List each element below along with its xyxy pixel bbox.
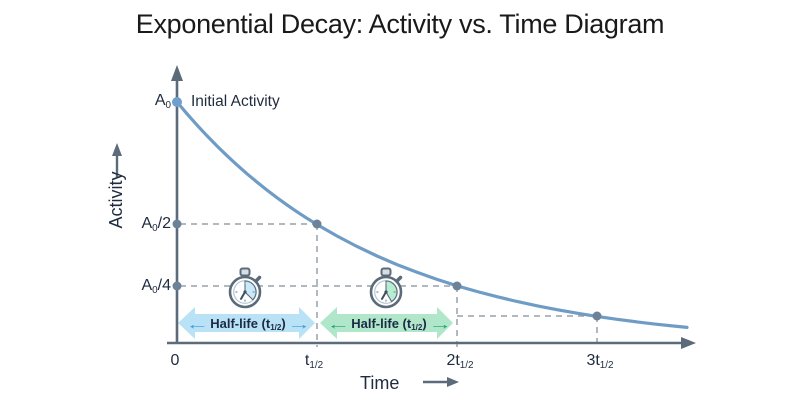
axis-point-a0-2 (172, 219, 182, 229)
initial-activity-label: Initial Activity (191, 93, 280, 110)
y-tick-a0-2: A0/2 (141, 215, 171, 234)
x-tick-2t-half: 2t1/2 (446, 352, 474, 371)
activity-arrow-icon (112, 143, 122, 177)
left-arrow-icon: ← (326, 315, 351, 332)
data-point-3t-half (592, 311, 602, 321)
data-point-start (172, 97, 182, 107)
half-life-text: Half-life (t1/2) (351, 316, 427, 333)
y-tick-a0: A0 (154, 92, 171, 111)
x-axis-label: Time (360, 373, 400, 393)
y-tick-a0-4: A0/4 (141, 277, 171, 296)
right-arrow-icon: → (427, 315, 452, 332)
left-arrow-icon: ← (185, 315, 210, 332)
x-tick-0: 0 (170, 352, 180, 369)
half-life-band-2 (320, 307, 453, 339)
half-life-band-2-label: ← Half-life (t1/2) → (320, 314, 458, 333)
decay-curve (175, 100, 689, 329)
half-life-band-1 (178, 307, 315, 339)
half-life-band-1-label: ← Half-life (t1/2) → (179, 314, 317, 333)
axis-point-a0-4 (172, 281, 182, 291)
time-arrow-icon (423, 377, 459, 387)
data-point-t-half (312, 219, 322, 229)
half-life-text: Half-life (t1/2) (210, 316, 286, 333)
stopwatch-icon (369, 267, 403, 309)
data-point-2t-half (452, 281, 462, 291)
page-title: Exponential Decay: Activity vs. Time Dia… (135, 9, 665, 39)
stopwatch-icon (228, 267, 262, 309)
x-tick-3t-half: 3t1/2 (586, 352, 614, 371)
right-arrow-icon: → (286, 315, 311, 332)
y-axis-arrowhead-icon (171, 65, 183, 81)
x-axis-arrowhead-icon (681, 337, 696, 349)
axes (167, 78, 684, 345)
x-tick-t-half: t1/2 (304, 352, 324, 371)
